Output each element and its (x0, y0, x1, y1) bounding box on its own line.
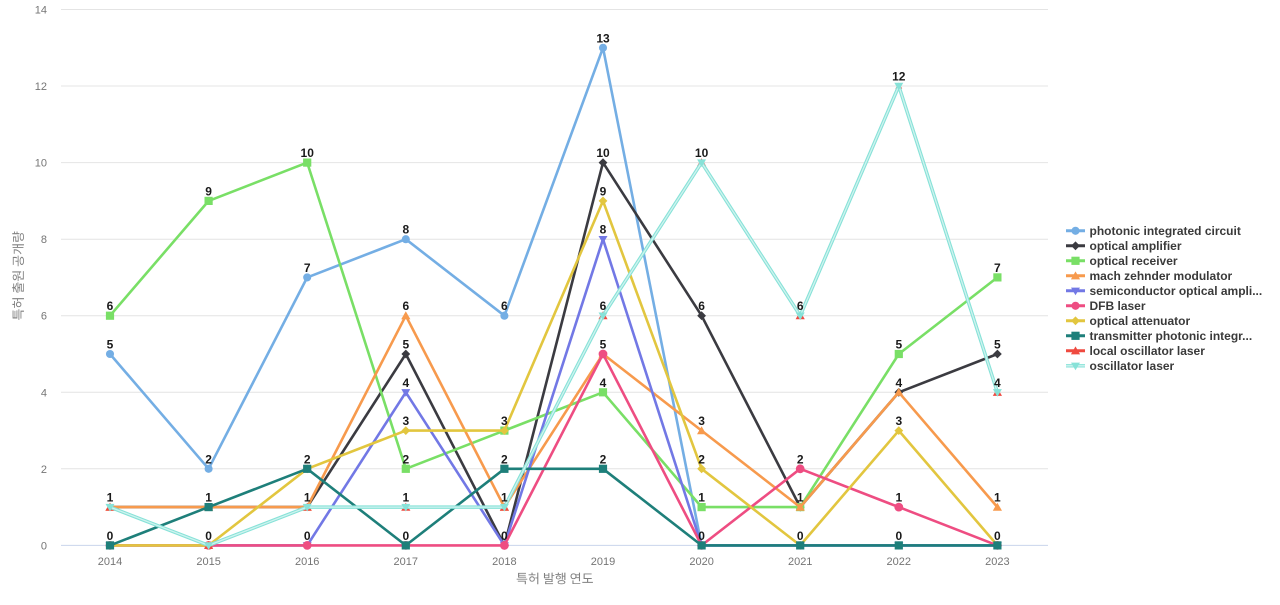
svg-text:photonic integrated circuit: photonic integrated circuit (1090, 224, 1241, 238)
svg-text:10: 10 (596, 146, 610, 160)
svg-text:6: 6 (501, 299, 508, 313)
svg-text:6: 6 (797, 299, 804, 313)
svg-text:0: 0 (698, 529, 705, 543)
svg-text:6: 6 (41, 311, 47, 323)
svg-text:9: 9 (205, 184, 212, 198)
svg-text:0: 0 (895, 529, 902, 543)
svg-text:mach zehnder modulator: mach zehnder modulator (1090, 269, 1233, 283)
svg-text:10: 10 (301, 146, 315, 160)
svg-text:local oscillator laser: local oscillator laser (1090, 344, 1206, 358)
svg-text:13: 13 (596, 31, 610, 45)
svg-text:2018: 2018 (492, 556, 516, 568)
svg-text:4: 4 (994, 376, 1001, 390)
svg-text:4: 4 (41, 387, 47, 399)
svg-text:2: 2 (797, 452, 804, 466)
svg-text:12: 12 (35, 81, 47, 93)
svg-text:5: 5 (994, 338, 1001, 352)
svg-text:0: 0 (107, 529, 114, 543)
svg-text:DFB laser: DFB laser (1090, 299, 1146, 313)
svg-text:2: 2 (304, 452, 311, 466)
svg-text:5: 5 (107, 338, 114, 352)
svg-text:1: 1 (994, 491, 1001, 505)
svg-text:0: 0 (304, 529, 311, 543)
svg-text:0: 0 (205, 529, 212, 543)
svg-text:1: 1 (797, 491, 804, 505)
svg-text:0: 0 (41, 540, 47, 552)
svg-text:2: 2 (501, 452, 508, 466)
svg-text:7: 7 (304, 261, 311, 275)
svg-text:2: 2 (600, 452, 607, 466)
svg-text:2014: 2014 (98, 556, 122, 568)
svg-text:transmitter photonic integr...: transmitter photonic integr... (1090, 329, 1253, 343)
svg-text:1: 1 (698, 491, 705, 505)
svg-text:8: 8 (402, 223, 409, 237)
svg-text:2022: 2022 (887, 556, 911, 568)
svg-text:optical amplifier: optical amplifier (1090, 239, 1182, 253)
svg-text:7: 7 (994, 261, 1001, 275)
svg-text:3: 3 (698, 414, 705, 428)
svg-text:0: 0 (797, 529, 804, 543)
svg-text:10: 10 (695, 146, 709, 160)
svg-text:2: 2 (205, 452, 212, 466)
svg-text:2016: 2016 (295, 556, 319, 568)
svg-text:12: 12 (892, 70, 906, 84)
svg-text:0: 0 (501, 529, 508, 543)
svg-text:1: 1 (304, 491, 311, 505)
svg-text:4: 4 (600, 376, 607, 390)
svg-text:1: 1 (107, 491, 114, 505)
svg-text:2: 2 (402, 452, 409, 466)
svg-text:8: 8 (41, 234, 47, 246)
svg-text:2020: 2020 (689, 556, 713, 568)
svg-text:1: 1 (501, 491, 508, 505)
svg-text:9: 9 (600, 184, 607, 198)
svg-text:6: 6 (698, 299, 705, 313)
svg-text:semiconductor optical ampli...: semiconductor optical ampli... (1090, 284, 1263, 298)
svg-text:1: 1 (895, 491, 902, 505)
svg-text:10: 10 (35, 158, 47, 170)
svg-text:optical attenuator: optical attenuator (1090, 314, 1191, 328)
svg-text:5: 5 (895, 338, 902, 352)
svg-text:3: 3 (895, 414, 902, 428)
svg-text:2019: 2019 (591, 556, 615, 568)
svg-text:oscillator laser: oscillator laser (1090, 359, 1175, 373)
svg-text:2023: 2023 (985, 556, 1009, 568)
svg-text:1: 1 (205, 491, 212, 505)
svg-text:3: 3 (501, 414, 508, 428)
svg-text:6: 6 (402, 299, 409, 313)
svg-text:1: 1 (402, 491, 409, 505)
svg-text:2015: 2015 (196, 556, 220, 568)
svg-text:2021: 2021 (788, 556, 812, 568)
svg-text:4: 4 (402, 376, 409, 390)
svg-text:6: 6 (107, 299, 114, 313)
svg-text:3: 3 (402, 414, 409, 428)
svg-text:14: 14 (35, 5, 47, 17)
svg-text:2: 2 (41, 464, 47, 476)
svg-text:5: 5 (402, 338, 409, 352)
svg-text:2: 2 (698, 452, 705, 466)
svg-text:0: 0 (994, 529, 1001, 543)
svg-text:0: 0 (402, 529, 409, 543)
svg-text:optical receiver: optical receiver (1090, 254, 1178, 268)
svg-text:8: 8 (600, 223, 607, 237)
svg-text:2017: 2017 (394, 556, 418, 568)
svg-text:5: 5 (600, 338, 607, 352)
svg-text:6: 6 (600, 299, 607, 313)
svg-text:4: 4 (895, 376, 902, 390)
